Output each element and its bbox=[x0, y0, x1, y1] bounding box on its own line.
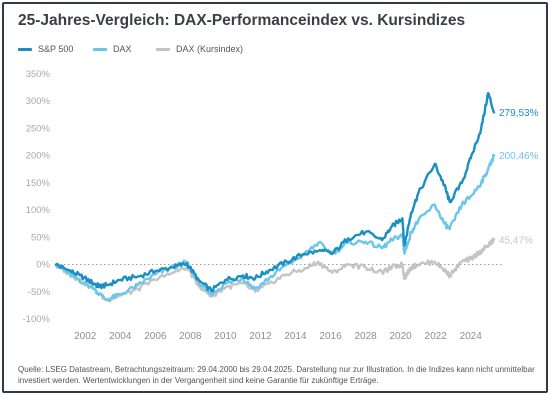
source-note: Quelle: LSEG Datastream, Betrachtungszei… bbox=[18, 365, 535, 385]
x-tick-label: 2016 bbox=[319, 331, 342, 342]
y-tick-label: 350% bbox=[26, 69, 51, 80]
series-line-s-p-500 bbox=[54, 91, 496, 293]
y-tick-label: 200% bbox=[26, 151, 51, 162]
x-tick-label: 2002 bbox=[74, 331, 97, 342]
x-tick-label: 2012 bbox=[249, 331, 272, 342]
line-chart: 350% 300% 250% 200% 150% 100% 50% 0% -50% -100% 20… bbox=[23, 69, 539, 342]
x-tick-label: 2022 bbox=[425, 331, 448, 342]
legend-label-sp500: S&P 500 bbox=[38, 44, 74, 54]
x-tick-label: 2008 bbox=[179, 331, 202, 342]
legend-label-dax: DAX bbox=[113, 44, 132, 54]
x-tick-label: 2028 bbox=[354, 331, 377, 342]
chart-card: 25-Jahres-Vergleich: DAX-Performanceinde… bbox=[2, 2, 548, 393]
x-tick-label: 2014 bbox=[284, 331, 307, 342]
legend-swatch-dax-kurs bbox=[156, 48, 170, 51]
series-line-dax bbox=[54, 153, 496, 302]
x-tick-label: 2024 bbox=[460, 331, 483, 342]
legend-swatch-sp500 bbox=[18, 48, 32, 51]
y-tick-label: -50% bbox=[28, 287, 51, 298]
x-tick-label: 2006 bbox=[144, 331, 167, 342]
y-tick-label: 0% bbox=[36, 260, 50, 271]
y-tick-label: 250% bbox=[26, 123, 51, 134]
y-tick-label: 50% bbox=[31, 232, 51, 243]
series-line-dax-kursindex- bbox=[54, 237, 496, 303]
y-tick-label: -100% bbox=[23, 314, 51, 325]
y-tick-label: 300% bbox=[26, 96, 51, 107]
legend-label-dax-kurs: DAX (Kursindex) bbox=[176, 44, 244, 54]
y-tick-label: 150% bbox=[26, 178, 51, 189]
end-value-label: 200,46% bbox=[499, 151, 539, 162]
legend-swatch-dax bbox=[93, 48, 107, 51]
x-tick-label: 2004 bbox=[109, 331, 132, 342]
end-value-label: 279,53% bbox=[499, 108, 539, 119]
x-tick-label: 2020 bbox=[389, 331, 412, 342]
x-tick-label: 2010 bbox=[214, 331, 237, 342]
chart-title: 25-Jahres-Vergleich: DAX-Performanceinde… bbox=[18, 12, 466, 29]
y-tick-label: 100% bbox=[26, 205, 51, 216]
end-value-label: 45,47% bbox=[499, 235, 533, 246]
